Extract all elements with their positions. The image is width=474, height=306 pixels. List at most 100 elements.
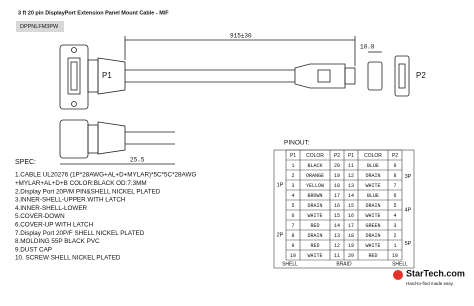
part-badge	[16, 21, 64, 32]
table-cell: 6	[393, 193, 396, 199]
spec-item: 5.COVER-DOWN	[15, 213, 65, 220]
p1-label: P1	[102, 71, 112, 80]
table-cell: 14	[334, 223, 340, 229]
group-label: 1P	[277, 182, 284, 188]
table-cell: WHITE	[365, 213, 380, 219]
table-cell: 10	[290, 253, 296, 259]
column-header: P2	[334, 153, 340, 159]
table-cell: 8	[291, 233, 294, 239]
spec-item: 9.DUST CAP	[15, 246, 52, 253]
logo-text: StarTech.com	[406, 268, 465, 278]
table-cell: 5	[291, 203, 294, 209]
table-cell: BLUE	[367, 163, 379, 169]
spec-item: 10. SCREW SHELL NICKEL PLATED	[15, 255, 121, 262]
table-cell: 3	[393, 223, 396, 229]
table-cell: ORANGE	[306, 173, 324, 179]
p2-label: P2	[416, 71, 426, 80]
table-cell: 15	[334, 213, 340, 219]
logo-tagline: Hard-to-find made easy.	[406, 281, 454, 286]
length-dim: 915±30	[230, 33, 252, 40]
table-cell: DRAIN	[307, 203, 322, 209]
receptacle	[67, 57, 81, 95]
table-cell: DRAIN	[307, 233, 322, 239]
cap-dim: 10.8	[360, 44, 375, 51]
pinout-heading: PINOUT:	[284, 140, 310, 147]
table-cell: 14	[348, 193, 354, 199]
table-cell: 20	[334, 163, 340, 169]
spec-item: 3.INNER-SHELL-UPPER WITH LATCH	[15, 197, 126, 204]
table-cell: 5	[393, 203, 396, 209]
spec-item: 8.MOLDING 55P BLACK PVC	[15, 238, 100, 245]
group-label: 2P	[277, 232, 284, 238]
column-header: P1	[348, 153, 354, 159]
logo: StarTech.com Hard-to-find made easy.	[393, 268, 465, 286]
table-cell: BROWN	[307, 193, 322, 199]
group-label: 5P	[405, 241, 412, 247]
pinout-table: P1 COLOR P2 P1 COLOR P2 1 BLACK 20 11 BLUE 9 2 ORANGE…	[273, 149, 415, 269]
table-cell: 9	[393, 163, 396, 169]
spec-item: +MYLAR+AL+D+B COLOR:BLACK OD:7.3MM	[15, 180, 147, 187]
table-cell: RED	[368, 253, 377, 259]
table-cell: 1	[291, 163, 294, 169]
table-cell: 16	[334, 203, 340, 209]
table-cell: 2	[393, 233, 396, 239]
table-cell: 8	[393, 173, 396, 179]
table-cell: 10	[392, 253, 398, 259]
table-cell: 13	[348, 183, 354, 189]
table-cell: 15	[348, 203, 354, 209]
table-cell: 7	[393, 183, 396, 189]
table-cell: GREEN	[365, 223, 380, 229]
table-cell: DRAIN	[365, 233, 380, 239]
table-cell: DRAIN	[365, 203, 380, 209]
footer-label: SHELL	[392, 261, 408, 267]
table-cell: 9	[291, 243, 294, 249]
spec-item: 2.Display Port 20P/M PIN&SHELL NICKEL PL…	[15, 188, 161, 195]
drawing: P1 P2 915±30 10.8 25.5	[59, 33, 426, 165]
spec-list: 1.CABLE UL20276 (1P*28AWG+AL+D+MYLAR)*5C…	[15, 172, 196, 262]
table-cell: 18	[334, 183, 340, 189]
spec-heading: SPEC:	[15, 159, 36, 166]
spec-item: 4.INNER-SHELL-LOWER	[15, 205, 88, 212]
table-cell: BLACK	[307, 163, 322, 169]
table-cell: WHITE	[365, 183, 380, 189]
table-cell: RED	[310, 243, 319, 249]
group-label: 3P	[405, 174, 412, 180]
table-cell: 3	[291, 183, 294, 189]
spec-item: 7.Display Port 20P/F SHELL NICKEL PLATED	[15, 230, 145, 237]
table-cell: 17	[348, 223, 354, 229]
table-cell: 4	[393, 213, 396, 219]
table-cell: 2	[291, 173, 294, 179]
table-cell: WHITE	[365, 243, 380, 249]
column-header: COLOR	[364, 153, 382, 159]
table-cell: 11	[348, 163, 354, 169]
table-cell: YELLOW	[306, 183, 324, 189]
footer-label: SHELL	[282, 261, 298, 267]
column-header: COLOR	[306, 153, 324, 159]
table-cell: 20	[348, 253, 354, 259]
table-cell: 18	[348, 233, 354, 239]
table-cell: DRAIN	[365, 173, 380, 179]
table-cell: 7	[291, 223, 294, 229]
column-header: P1	[290, 153, 296, 159]
table-cell: WHITE	[307, 213, 322, 219]
table-cell: 1	[393, 243, 396, 249]
table-cell: 19	[348, 243, 354, 249]
table-cell: BLUE	[367, 193, 379, 199]
table-cell: 16	[348, 213, 354, 219]
footer-label: BRAID	[336, 261, 352, 267]
title: 3 ft 20 pin DisplayPort Extension Panel …	[18, 10, 169, 16]
table-cell: RED	[310, 223, 319, 229]
width-dim: 25.5	[130, 157, 145, 164]
table-cell: 12	[348, 173, 354, 179]
table-cell: 6	[291, 213, 294, 219]
part-number: DPPNLFM3PW	[20, 24, 59, 30]
receptacle-inner	[70, 61, 78, 91]
group-label: 4P	[405, 207, 412, 213]
panel-flange	[59, 44, 89, 110]
column-header: P2	[392, 153, 398, 159]
table-cell: 11	[334, 253, 340, 259]
table-cell: 12	[334, 243, 340, 249]
table-cell: WHITE	[307, 253, 322, 259]
table-cell: 4	[291, 193, 294, 199]
